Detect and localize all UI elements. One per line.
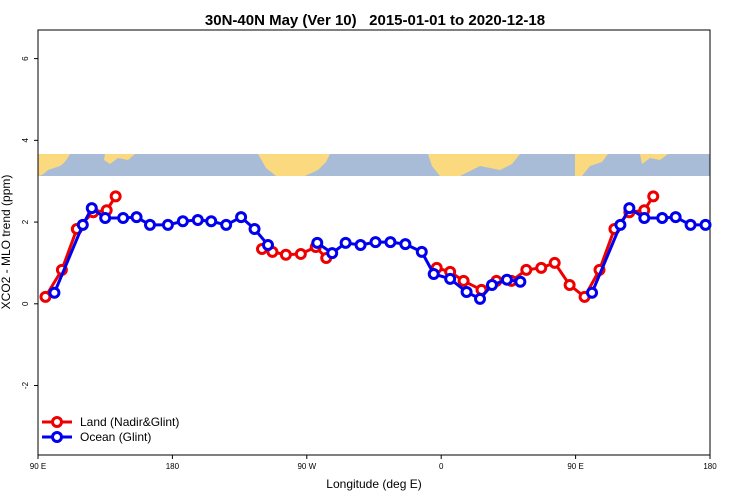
data-point (500, 273, 513, 286)
data-point (248, 223, 261, 236)
map-strip (38, 154, 710, 176)
data-point (39, 290, 52, 303)
chart-title: 30N-40N May (Ver 10) 2015-01-01 to 2020-… (205, 12, 545, 29)
x-tick-label: 180 (703, 462, 717, 471)
data-point (485, 279, 498, 291)
legend-label: Ocean (Glint) (80, 430, 151, 444)
x-axis-label: Longitude (deg E) (326, 477, 421, 491)
x-tick-label: 0 (439, 462, 444, 471)
data-point (415, 245, 428, 258)
y-axis-label: XCO2 - MLO trend (ppm) (0, 175, 13, 310)
data-point (614, 218, 627, 231)
data-point (130, 211, 143, 224)
data-point (294, 247, 307, 260)
data-point (354, 238, 367, 251)
data-point (205, 215, 218, 228)
data-point (48, 286, 61, 299)
data-point (117, 211, 130, 224)
data-point (514, 275, 527, 288)
data-point (76, 218, 89, 231)
data-point (535, 261, 548, 274)
data-point (457, 274, 470, 287)
x-tick-label: 90 W (297, 462, 316, 471)
data-point (279, 248, 292, 261)
data-point (326, 247, 339, 260)
data-point (399, 238, 412, 251)
x-tick-label: 90 E (30, 462, 46, 471)
data-point (109, 190, 122, 203)
data-point (191, 214, 204, 227)
legend-marker (51, 431, 63, 443)
data-point (460, 285, 473, 298)
data-point (311, 236, 324, 249)
data-point (699, 218, 712, 231)
data-point (647, 190, 660, 203)
y-tick-label: 2 (21, 219, 30, 224)
data-point (339, 236, 352, 249)
y-tick-label: 0 (21, 301, 30, 306)
data-point (520, 263, 533, 276)
data-point (563, 279, 576, 291)
data-point (656, 211, 669, 224)
data-point (220, 218, 233, 231)
data-point (669, 211, 682, 224)
x-tick-label: 180 (166, 462, 180, 471)
y-tick-label: 4 (21, 138, 30, 143)
data-point (235, 211, 248, 224)
data-point (384, 236, 397, 249)
data-point (369, 236, 382, 249)
data-point (684, 218, 697, 231)
y-tick-label: -2 (21, 381, 30, 389)
data-point (161, 218, 174, 231)
data-point (638, 211, 651, 224)
legend-marker (51, 416, 63, 428)
data-point (586, 286, 599, 299)
data-point (261, 238, 274, 251)
data-point (85, 202, 98, 215)
x-tick-label: 90 E (567, 462, 583, 471)
data-point (99, 211, 112, 224)
data-point (144, 218, 156, 231)
data-point (623, 202, 636, 215)
data-point (474, 292, 487, 305)
data-point (427, 267, 440, 280)
plot-frame (37, 29, 711, 456)
y-tick-label: 6 (21, 56, 30, 61)
legend-label: Land (Nadir&Glint) (80, 415, 179, 429)
data-point (548, 256, 561, 269)
data-point (176, 215, 189, 228)
data-point (444, 272, 457, 285)
